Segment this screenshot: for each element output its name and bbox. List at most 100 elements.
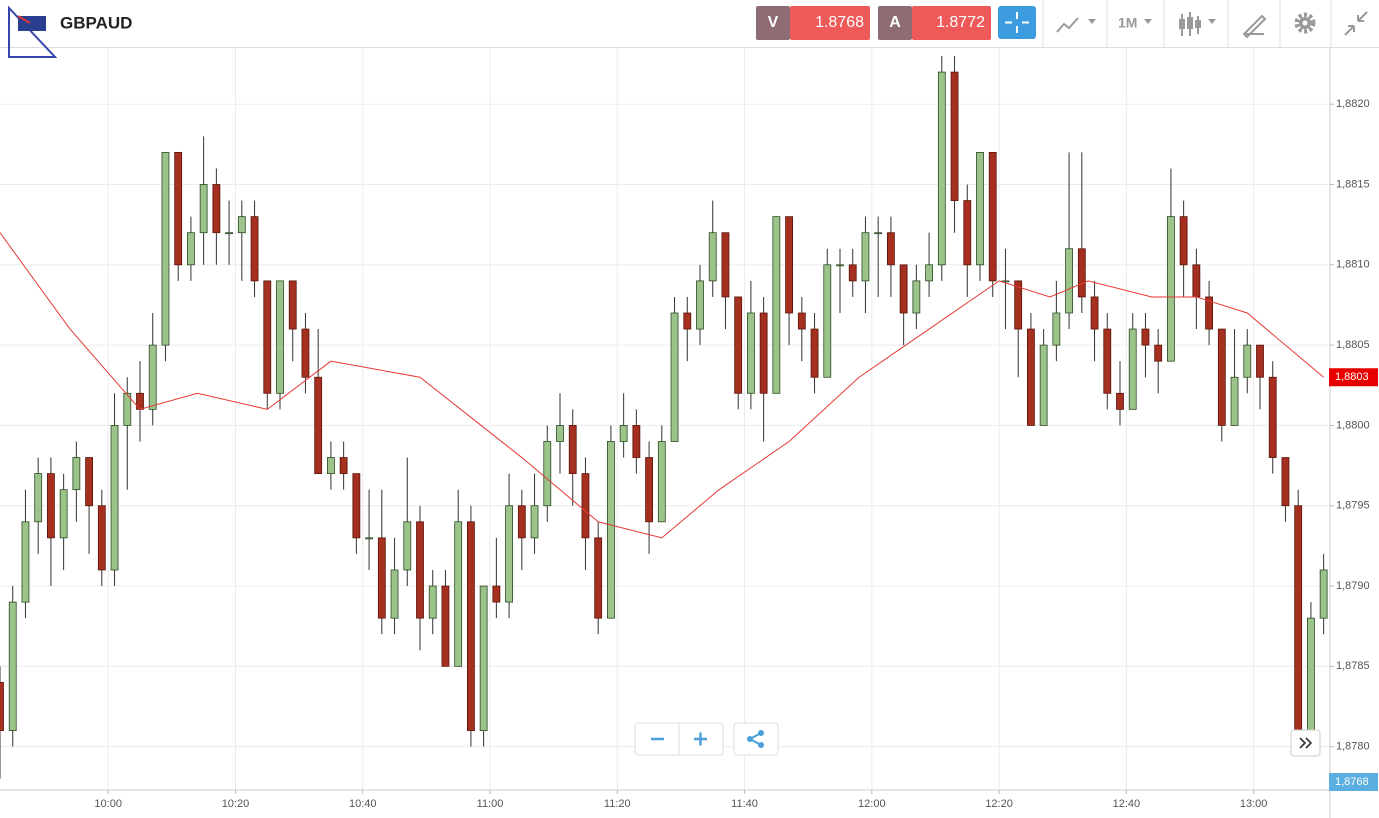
candle-body-down — [174, 151, 183, 266]
crosshair-icon[interactable] — [1005, 12, 1029, 33]
candle-body-down — [288, 280, 297, 330]
timeframe[interactable]: 1M — [1118, 15, 1137, 31]
collapse-button[interactable] — [1344, 11, 1368, 36]
candle-body-up — [1065, 248, 1073, 314]
gear-icon[interactable] — [1294, 12, 1316, 34]
candle-body-down — [85, 457, 93, 507]
y-tick-label: 1,8780 — [1336, 741, 1370, 753]
y-tick-label: 1,8785 — [1336, 660, 1370, 672]
candle-body-up — [1052, 312, 1061, 346]
candle-body-down — [1179, 216, 1188, 266]
candle-body-up — [1243, 344, 1252, 378]
ma-price-tag — [1329, 368, 1378, 387]
candle-body-down — [785, 216, 793, 314]
zoom-in[interactable] — [694, 732, 707, 746]
candle-body-up — [225, 232, 233, 235]
grid — [0, 48, 1330, 790]
indicator-button[interactable] — [1056, 17, 1096, 33]
candle-body-down — [441, 585, 450, 667]
buy-label[interactable]: A — [889, 14, 901, 31]
candle-body-up — [505, 505, 513, 603]
candle-body-up — [428, 585, 437, 619]
sell-button[interactable]: V 1.8768 — [756, 6, 870, 40]
indicator-icon[interactable] — [1056, 17, 1079, 33]
collapse-icon[interactable] — [1344, 11, 1368, 36]
candle-icon-body[interactable] — [1195, 20, 1201, 28]
candle-body-down — [97, 505, 106, 571]
candle-body-down — [1217, 328, 1226, 426]
scroll-icon[interactable] — [1299, 737, 1313, 749]
x-tick-label: 11:20 — [604, 798, 631, 810]
share-box[interactable] — [733, 722, 779, 756]
candle-body-up — [925, 264, 933, 282]
candle-body-down — [339, 457, 348, 475]
scroll-right-button[interactable] — [1290, 729, 1321, 757]
buy-button[interactable]: A 1.8772 — [878, 6, 991, 40]
candle-body-down — [683, 312, 692, 330]
candle-body-up — [21, 521, 30, 603]
crosshair-button[interactable] — [998, 6, 1036, 39]
candle-body-up — [479, 585, 488, 731]
candle-body-down — [1154, 344, 1163, 362]
timeframe-button[interactable]: 1M — [1118, 15, 1152, 31]
candle-body-down — [301, 328, 310, 378]
candle-body-down — [1116, 392, 1124, 410]
dropdown-arrow[interactable] — [1144, 19, 1152, 24]
candle-body-up — [72, 457, 81, 491]
candle-body-down — [581, 473, 590, 539]
draw-tool-button[interactable] — [1242, 14, 1267, 39]
gear-icon-hole[interactable] — [1302, 20, 1308, 26]
dropdown-arrow[interactable] — [1088, 19, 1096, 24]
pen-icon[interactable] — [1242, 14, 1267, 39]
candle-body-down — [1027, 328, 1035, 426]
crosshair-box[interactable] — [998, 6, 1036, 39]
y-tick-label: 1,8805 — [1336, 339, 1370, 351]
candle-body-down — [416, 521, 424, 619]
toolbar-separators — [1042, 0, 1332, 47]
candle-body-down — [517, 505, 526, 539]
candle-body-down — [568, 425, 577, 475]
sell-label-box[interactable] — [756, 6, 790, 40]
share-dot[interactable] — [758, 742, 764, 748]
share-dot[interactable] — [758, 730, 764, 736]
x-tick-label: 11:00 — [477, 798, 504, 810]
sell-price-box[interactable] — [790, 6, 870, 40]
header-bar — [0, 0, 1379, 47]
candle-body-down — [988, 151, 997, 282]
moving-average — [0, 232, 1324, 539]
buy-price[interactable]: 1.8772 — [936, 14, 985, 31]
sell-label[interactable]: V — [768, 14, 779, 31]
candle-body-up — [874, 232, 883, 235]
x-tick-label: 12:40 — [1113, 798, 1141, 810]
zoom-controls[interactable] — [634, 722, 724, 756]
plot-area — [0, 56, 1328, 779]
x-tick-label: 10:20 — [222, 798, 250, 810]
chart-type-button[interactable] — [1179, 12, 1216, 36]
symbol: GBPAUD — [60, 13, 132, 32]
drawing-triangle — [8, 5, 58, 58]
candle-body-up — [530, 505, 539, 539]
candle-body-up — [187, 232, 195, 266]
candle-body-up — [1319, 569, 1328, 619]
settings-button[interactable] — [1294, 12, 1316, 34]
share-dot[interactable] — [747, 736, 753, 742]
candle-body-down — [0, 681, 4, 731]
candle-body-up — [657, 441, 666, 523]
candle-icon-body[interactable] — [1187, 17, 1193, 29]
dropdown-arrow[interactable] — [1208, 19, 1216, 24]
y-tick-label: 1,8800 — [1336, 419, 1370, 431]
candle-body-down — [899, 264, 908, 314]
sell-price[interactable]: 1.8768 — [815, 14, 864, 31]
candle-body-up — [327, 457, 335, 475]
buy-label-box[interactable] — [878, 6, 912, 40]
last-price-label: 1,8768 — [1335, 776, 1369, 788]
y-tick-label: 1,8795 — [1336, 500, 1370, 512]
candle-icon-body[interactable] — [1179, 19, 1185, 29]
candle-body-down — [1077, 248, 1086, 298]
candle-body-down — [632, 425, 641, 458]
candle-body-down — [377, 537, 386, 619]
buy-price-box[interactable] — [912, 6, 991, 40]
candle-body-up — [1230, 376, 1239, 426]
candle-body-up — [543, 441, 552, 507]
share-button[interactable] — [733, 722, 779, 756]
